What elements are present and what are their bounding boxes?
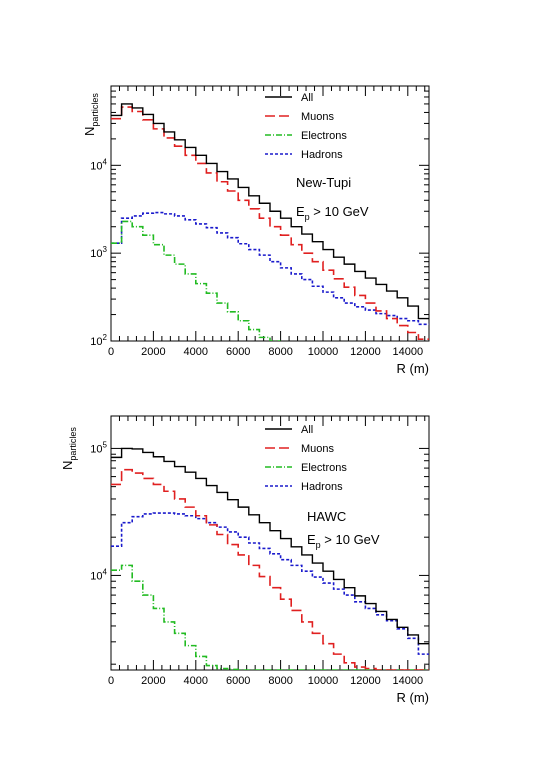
annotation-energy-sub: p bbox=[305, 212, 310, 222]
chart-panel-1: 0 2000 4000 6000 8000 10000 12000 1400010210310… bbox=[82, 85, 430, 376]
y-tick-exp: 4 bbox=[103, 157, 108, 166]
x-tick-label: 6000 bbox=[226, 675, 250, 687]
y-tick-exp: 2 bbox=[103, 333, 108, 342]
legend-label: All bbox=[301, 424, 313, 436]
y-tick-label: 104 bbox=[90, 157, 107, 172]
x-tick-label: 8000 bbox=[268, 346, 292, 358]
y-axis-label: Nparticles bbox=[60, 427, 78, 470]
annotation-energy-main: E bbox=[307, 532, 316, 547]
x-tick-label: 14000 bbox=[393, 346, 424, 358]
x-tick-label: 6000 bbox=[226, 346, 250, 358]
y-tick-label: 103 bbox=[90, 245, 107, 260]
x-tick-label: 10000 bbox=[308, 346, 339, 358]
y-tick-base: 10 bbox=[90, 248, 102, 260]
y-tick-exp: 4 bbox=[103, 567, 108, 576]
y-tick-exp: 3 bbox=[103, 245, 108, 254]
series-line-electrons bbox=[111, 220, 281, 341]
annotation-energy-sub: p bbox=[316, 540, 321, 550]
x-axis-label: R (m) bbox=[397, 690, 430, 705]
annotation-experiment: New-Tupi bbox=[296, 175, 351, 190]
series-line-all bbox=[111, 447, 429, 645]
series-line-all bbox=[111, 103, 429, 320]
y-axis-label-main: N bbox=[60, 461, 75, 470]
legend-label: Electrons bbox=[301, 462, 347, 474]
annotation-energy: Ep > 10 GeV bbox=[307, 532, 380, 550]
legend-label: Muons bbox=[301, 111, 335, 123]
y-tick-label: 105 bbox=[90, 440, 107, 455]
x-tick-label: 8000 bbox=[268, 675, 292, 687]
x-tick-label: 4000 bbox=[184, 675, 208, 687]
series-line-muons bbox=[111, 106, 429, 340]
y-tick-label: 104 bbox=[90, 567, 107, 582]
annotation-experiment: HAWC bbox=[307, 509, 346, 524]
series-line-electrons bbox=[111, 564, 429, 670]
annotation-energy-rest: > 10 GeV bbox=[321, 532, 380, 547]
y-tick-label: 102 bbox=[90, 333, 107, 348]
x-tick-label: 12000 bbox=[350, 346, 381, 358]
x-tick-label: 0 bbox=[108, 346, 114, 358]
series-line-hadrons bbox=[111, 211, 429, 326]
x-tick-label: 2000 bbox=[141, 346, 165, 358]
y-tick-base: 10 bbox=[90, 570, 102, 582]
annotation-energy-main: E bbox=[296, 204, 305, 219]
annotation-energy: Ep > 10 GeV bbox=[296, 204, 369, 222]
x-tick-label: 12000 bbox=[350, 675, 381, 687]
legend-label: Hadrons bbox=[301, 149, 343, 161]
legend-label: Hadrons bbox=[301, 481, 343, 493]
y-tick-base: 10 bbox=[90, 336, 102, 348]
y-axis-label-sub: particles bbox=[68, 427, 78, 461]
y-axis-label-sub: particles bbox=[90, 93, 100, 127]
annotation-energy-rest: > 10 GeV bbox=[310, 204, 369, 219]
y-tick-base: 10 bbox=[90, 160, 102, 172]
plot-frame bbox=[110, 415, 430, 671]
y-axis-label: Nparticles bbox=[82, 93, 100, 136]
x-axis-label: R (m) bbox=[397, 361, 430, 376]
legend-label: Muons bbox=[301, 443, 335, 455]
legend-label: All bbox=[301, 92, 313, 104]
x-tick-label: 0 bbox=[108, 675, 114, 687]
y-tick-exp: 5 bbox=[103, 440, 108, 449]
series-line-muons bbox=[111, 468, 429, 670]
x-tick-label: 10000 bbox=[308, 675, 339, 687]
x-tick-label: 14000 bbox=[393, 675, 424, 687]
chart-panel-2: 0 2000 4000 6000 8000 10000 12000 14000104105R … bbox=[60, 415, 430, 705]
y-tick-base: 10 bbox=[90, 443, 102, 455]
x-tick-label: 4000 bbox=[184, 346, 208, 358]
legend-label: Electrons bbox=[301, 130, 347, 142]
legend: All Muons Electrons Hadrons bbox=[265, 424, 347, 493]
plot-frame bbox=[110, 85, 430, 342]
y-axis-label-main: N bbox=[82, 127, 97, 136]
legend: All Muons Electrons Hadrons bbox=[265, 92, 347, 161]
x-tick-label: 2000 bbox=[141, 675, 165, 687]
